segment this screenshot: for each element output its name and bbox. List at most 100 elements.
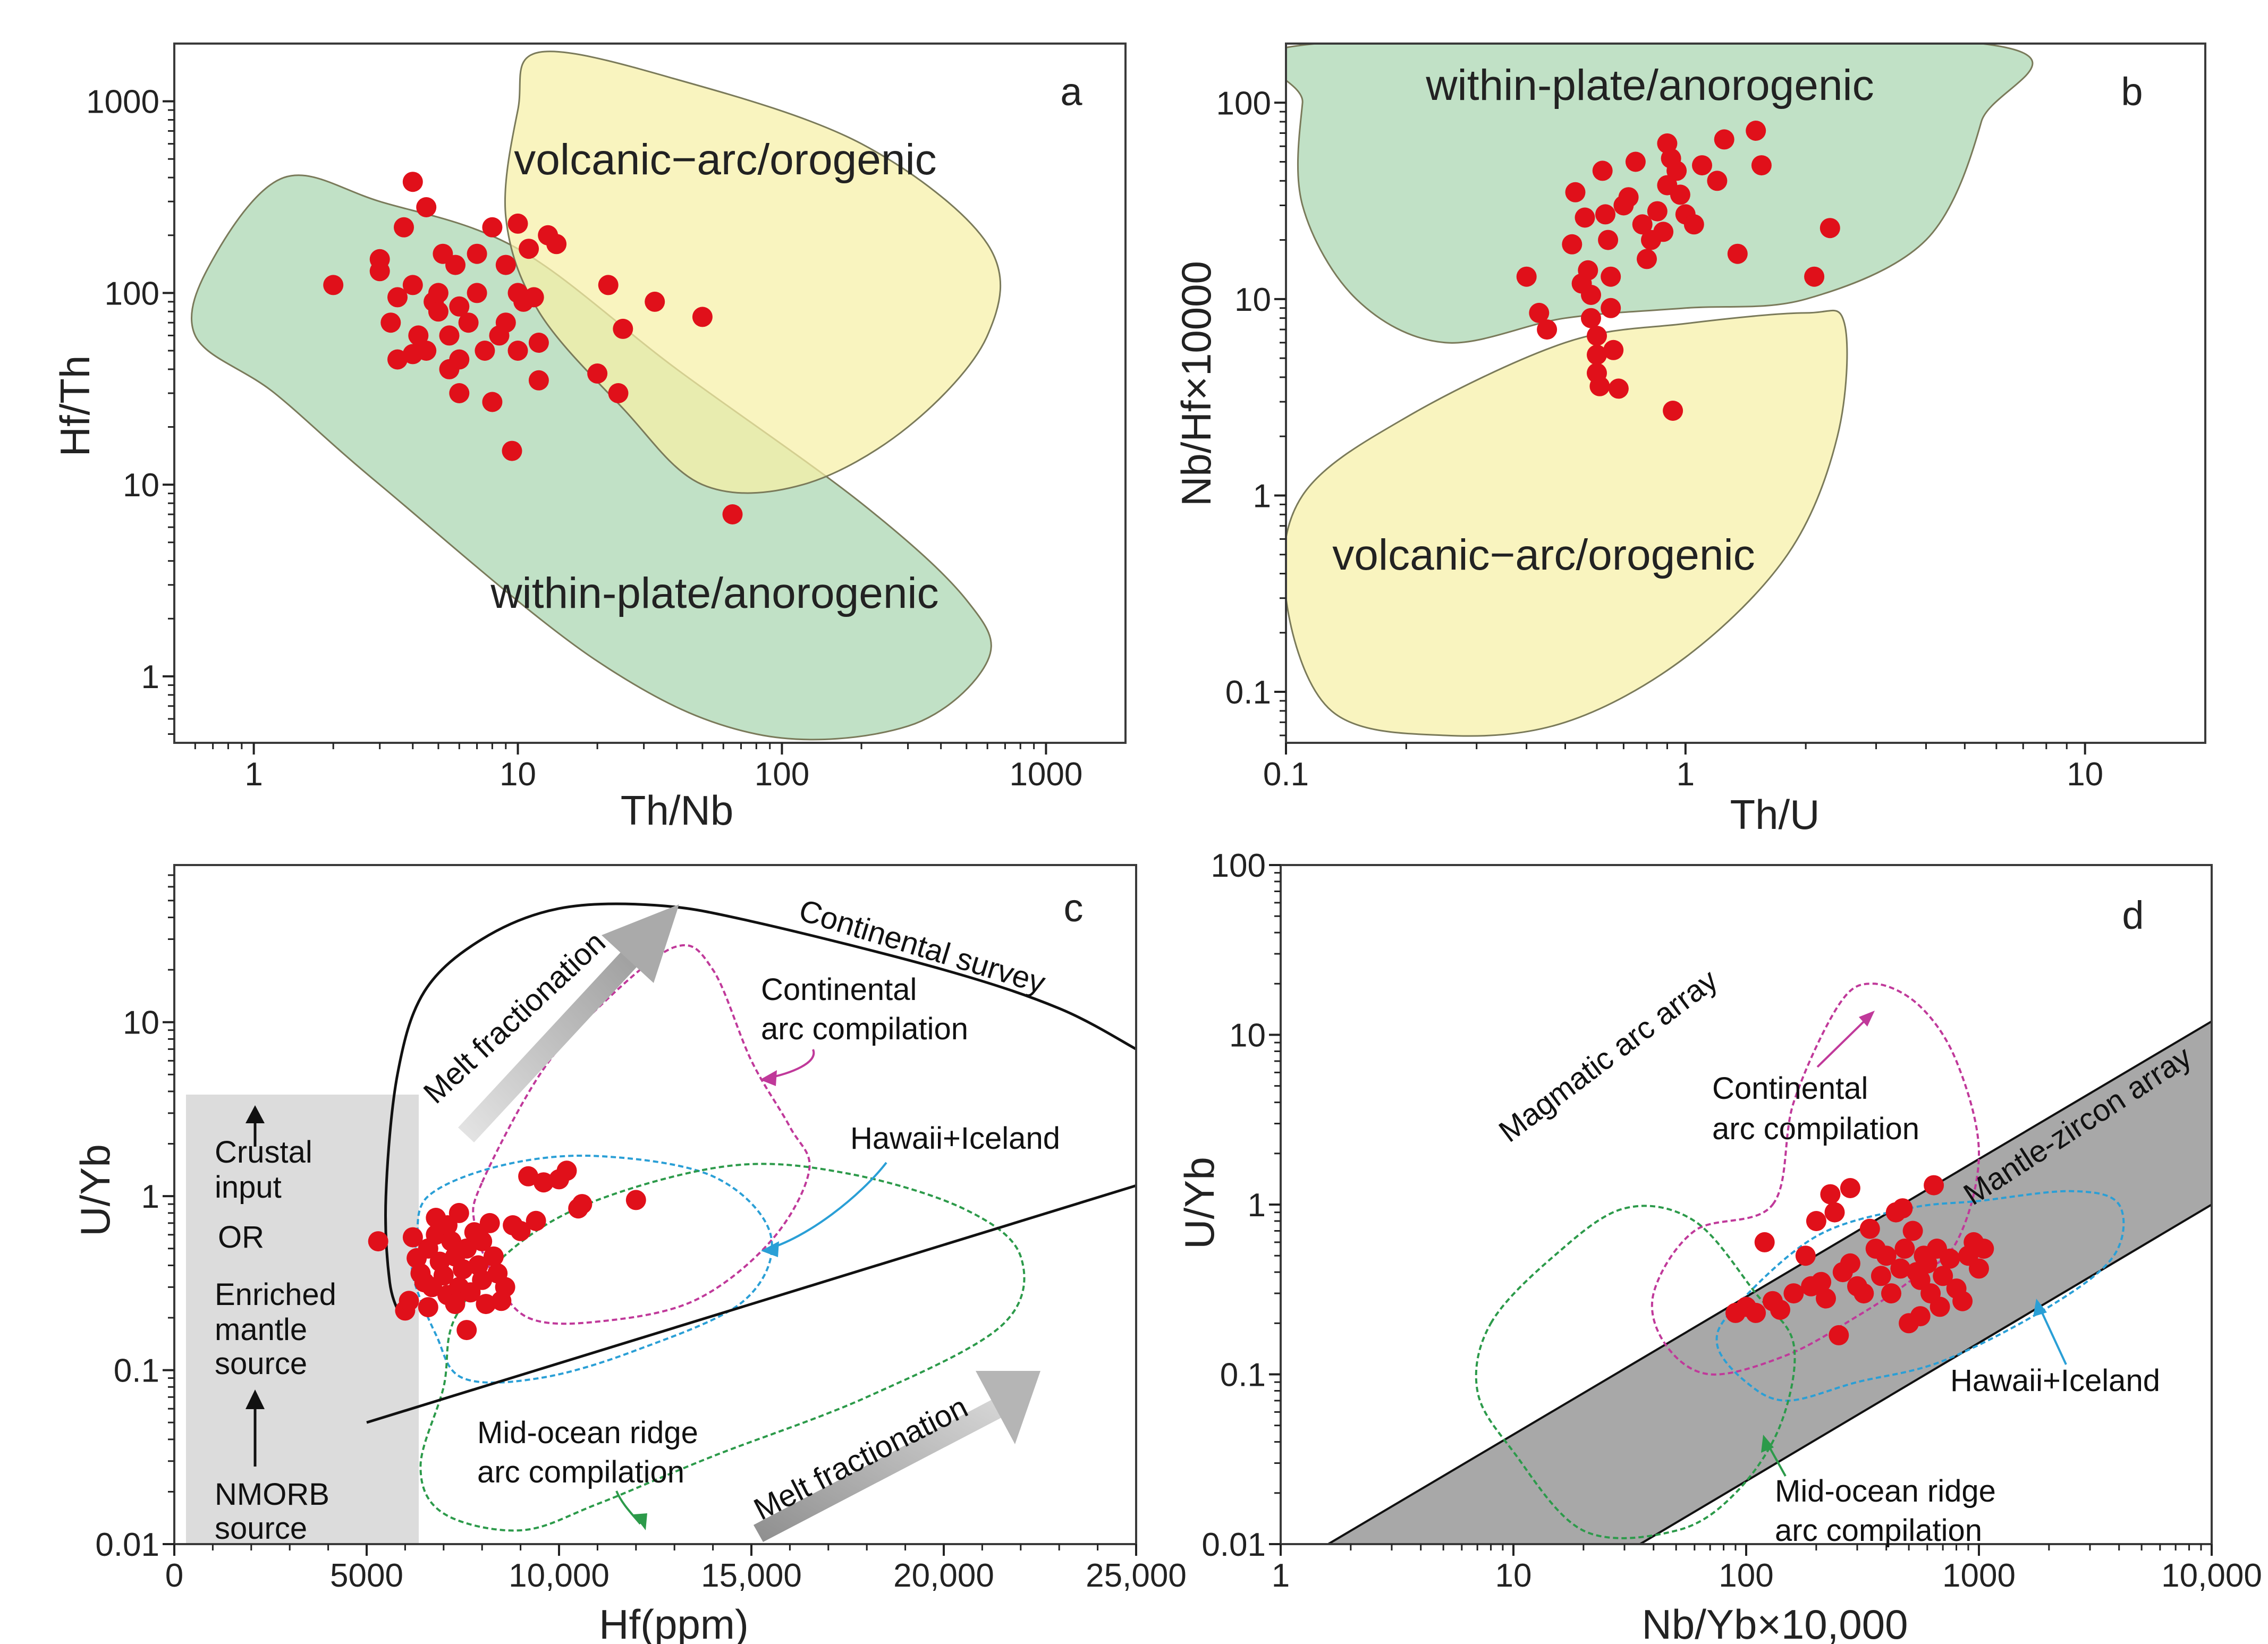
panel-d-y-tick-label-0: 0.01 (1201, 1527, 1266, 1563)
panel-c-x-axis-label: Hf(ppm) (599, 1601, 749, 1644)
panel-b-frame (1285, 43, 2206, 744)
panel-c-x-tick-label-0: 0 (165, 1557, 183, 1594)
panel-d-point-28 (1902, 1221, 1923, 1241)
panel-c-point-29 (510, 1221, 531, 1241)
panel-a-point-39 (722, 504, 743, 524)
panel-a-point-19 (475, 341, 495, 361)
panel-a-point-45 (402, 344, 423, 365)
panel-c: 0 5000 10,000 15,000 20,000 25,0000.010.1110 … (72, 864, 1187, 1644)
panel-a-point-2 (369, 261, 390, 282)
panel-a-point-17 (458, 312, 479, 333)
panel-d-point-16 (1840, 1253, 1860, 1274)
panel-a-point-26 (507, 341, 528, 361)
panel-b-field-volcanic-arc-orogenic (1286, 309, 1848, 737)
panel-a-x-tick-label-0: 1 (244, 756, 263, 793)
panel-d-y-tick-label-3: 10 (1229, 1018, 1266, 1054)
panel-b-y-tick-label-2: 10 (1234, 282, 1271, 318)
panel-a-y-tick-label-2: 100 (105, 275, 159, 312)
panel-c-point-23 (483, 1246, 504, 1267)
panel-c-label: c (1064, 886, 1084, 930)
panel-c-field-continental-arc-compilation (472, 944, 811, 1325)
panel-b-y-tick-label-0: 0.1 (1225, 674, 1271, 711)
panel-c-point-30 (518, 1166, 539, 1187)
panel-c-point-32 (534, 1172, 554, 1193)
panel-a-point-24 (502, 440, 522, 461)
panel-d-x-tick-label-1: 10 (1495, 1557, 1532, 1594)
panel-d-field-continental-arc-compilation (1651, 982, 1981, 1376)
panel-b-point-16 (1598, 230, 1619, 250)
panel-a-point-8 (408, 325, 429, 346)
panel-a-field-volcanic-arc-orogenic (504, 50, 1002, 494)
panel-a-point-20 (482, 217, 503, 238)
panel-b-point-6 (1575, 207, 1595, 228)
panel-b-ticks: 0.1 1 10 0.1 1 10 100 (1216, 85, 2104, 793)
panel-b-point-14 (1592, 160, 1613, 181)
panel-b-point-11 (1587, 344, 1607, 365)
panel-c-continental-arc-pointer-head (760, 1070, 777, 1086)
panel-b: 0.1 1 10 0.1 1 10 100 b within-plate/anorogeni… (1173, 43, 2206, 838)
panel-d-point-46 (1892, 1198, 1913, 1219)
panel-b-point-42 (1804, 266, 1825, 287)
panel-d: 1 10 100 1000 10,000 0.01 0.1 1 10 100 d Magmatic… (1176, 848, 2262, 1644)
panel-c-points (368, 1160, 646, 1341)
panel-a-point-47 (467, 283, 487, 303)
panel-a-point-40 (387, 349, 408, 370)
panel-c-mor-pointer-head (633, 1513, 647, 1530)
panel-a-point-48 (428, 283, 448, 303)
panel-b-label: b (2121, 70, 2143, 114)
panel-a-x-tick-label-2: 100 (755, 756, 809, 793)
panel-d-mor-pointer-head (1761, 1435, 1774, 1453)
panel-d-point-26 (1894, 1239, 1915, 1259)
panel-c-point-37 (625, 1190, 646, 1210)
panel-b-point-36 (1692, 155, 1712, 176)
panel-c-mor-label-1: Mid-ocean ridge (477, 1416, 698, 1450)
panel-c-y-tick-label-3: 10 (123, 1005, 159, 1041)
panel-d-point-43 (1969, 1258, 1989, 1279)
panel-d-point-45 (1840, 1178, 1860, 1198)
panel-a-point-11 (428, 301, 448, 322)
panel-a-x-tick-label-1: 10 (500, 756, 536, 793)
panel-a: 1 10 100 1000 1 10 100 1000 a volcanic−arc/orog… (52, 43, 1127, 834)
panel-d-point-12 (1820, 1184, 1841, 1205)
panel-c-point-40 (448, 1202, 469, 1223)
panel-c-point-43 (445, 1294, 466, 1315)
panel-c-discrimination-line (366, 1184, 1136, 1424)
panel-d-point-5 (1770, 1300, 1790, 1320)
panel-d-fields (1326, 982, 2212, 1544)
panel-b-x-tick-label-0: 0.1 (1263, 756, 1309, 793)
panel-b-point-0 (1516, 266, 1537, 287)
panel-a-point-16 (449, 296, 470, 317)
panel-c-nmorb-label-2: source (215, 1511, 307, 1546)
panel-c-point-44 (418, 1297, 438, 1318)
panel-a-point-5 (394, 217, 414, 238)
panel-d-continental-arc-label-2: arc compilation (1712, 1112, 1919, 1146)
panel-a-point-13 (439, 325, 460, 346)
panel-b-point-38 (1714, 129, 1734, 150)
panel-a-point-42 (449, 383, 470, 403)
panel-b-point-3 (1562, 234, 1582, 255)
panel-c-point-36 (572, 1194, 593, 1215)
panel-a-point-7 (402, 275, 423, 295)
panel-a-x-axis-label: Th/Nb (621, 787, 733, 834)
panel-c-x-tick-label-3: 15,000 (701, 1557, 802, 1594)
panel-c-enriched-label-3: source (215, 1346, 307, 1381)
panel-d-point-18 (1854, 1283, 1874, 1304)
panel-c-y-axis-label: U/Yb (72, 1144, 119, 1236)
panel-a-point-46 (449, 349, 470, 370)
panel-b-point-17 (1601, 266, 1621, 287)
panel-d-point-38 (1940, 1248, 1960, 1269)
panel-c-mor-pointer (615, 1490, 641, 1525)
panel-a-point-6 (402, 172, 423, 192)
panel-d-point-37 (1933, 1266, 1953, 1286)
panel-b-point-1 (1529, 302, 1550, 323)
panel-a-point-9 (416, 197, 437, 217)
panel-c-up-arrow-bottom (246, 1389, 265, 1467)
panel-b-point-8 (1581, 285, 1601, 305)
panel-b-y-tick-label-3: 100 (1216, 85, 1271, 122)
panel-a-y-axis-label: Hf/Th (52, 355, 98, 457)
panel-a-point-43 (482, 392, 503, 412)
panel-d-point-7 (1795, 1245, 1816, 1266)
panel-b-point-15 (1595, 204, 1615, 225)
panel-c-x-tick-label-4: 20,000 (893, 1557, 994, 1594)
panel-c-point-41 (402, 1227, 423, 1248)
